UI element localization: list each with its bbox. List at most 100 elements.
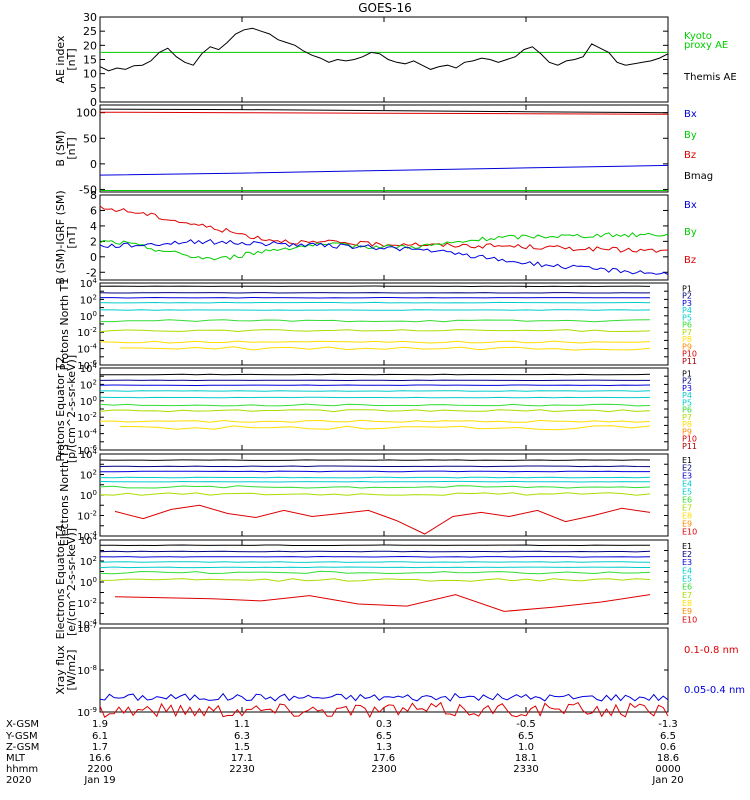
legend: Bx By Bz Bmag (684, 109, 713, 182)
flux-line-e6 (99, 485, 651, 489)
y-tick-label: 10-8 (77, 664, 97, 677)
legend-item: P8 (682, 420, 692, 429)
y-tick-label: 0 (90, 251, 97, 264)
legend-item: E6 (682, 496, 692, 505)
panel-bsm: -50 0 50 100 B (SM) [nT] Bx By Bz Bmag (54, 104, 713, 196)
time-axis-value: 2300 (371, 764, 396, 775)
flux-line-p3 (100, 296, 651, 299)
figure-title: GOES-16 (358, 1, 412, 15)
flux-line-p6 (100, 319, 651, 323)
legend-bmag: Bmag (684, 171, 713, 182)
time-axis-value: -1.3 (658, 719, 678, 730)
panel-bdiff: -2 0 2 4 6 8 B (SM)-IGRF (SM) [nT] Bx By Bz (54, 189, 697, 285)
flux-line-e7 (99, 492, 651, 496)
y-tick-label: 20 (83, 39, 97, 52)
legend-item: P7 (682, 328, 692, 337)
y-axis-label: [e/(cm^2-s-sr-keV)] (65, 528, 78, 636)
legend-item: E8 (682, 512, 692, 521)
flux-line-p5 (100, 309, 651, 311)
y-tick-label: 2 (90, 235, 97, 248)
y-tick-label: 10-9 (77, 706, 97, 719)
legend-by: By (684, 227, 697, 238)
y-tick-label: 100 (80, 489, 97, 502)
legend-item: P10 (682, 435, 697, 444)
time-axis-value: 0000 (655, 764, 680, 775)
time-axis-value: 17.1 (231, 753, 253, 764)
flux-line-p4 (100, 390, 651, 392)
series-xray-short (99, 692, 669, 702)
legend-item: P10 (682, 350, 697, 359)
time-axis-value: 1.7 (92, 742, 108, 753)
y-tick-label: 100 (80, 395, 97, 408)
panel-frame (99, 539, 669, 625)
y-axis-label: [nT] (65, 226, 78, 248)
legend-item: P3 (682, 384, 692, 393)
y-axis-label: B (SM)-IGRF (SM) (54, 190, 67, 284)
y-tick-label: 104 (80, 362, 98, 375)
y-tick-label: 10-7 (77, 622, 97, 635)
y-tick-label: 15 (83, 54, 97, 67)
y-axis-label: [p/(cm^2-s-sr-keV)] (65, 355, 78, 463)
legend-item: E2 (682, 550, 692, 559)
time-axis-value: 16.6 (89, 753, 111, 764)
legend-0-05-0-4-nm: 0.05-0.4 nm (684, 685, 745, 696)
y-tick-label: 30 (83, 11, 97, 24)
y-axis-label: B (SM) (54, 130, 67, 166)
time-axis-value: 6.1 (92, 731, 108, 742)
flux-line-e3 (100, 470, 650, 473)
legend-themis-ae: Themis AE (683, 72, 737, 83)
legend-item: P4 (682, 306, 692, 315)
flux-line-e3 (99, 555, 651, 558)
y-tick-label: 50 (83, 132, 97, 145)
flux-line-p7 (99, 329, 651, 333)
time-axis-value: 17.6 (373, 753, 395, 764)
flux-line-noisy (114, 504, 651, 535)
time-axis-value: 6.5 (660, 731, 676, 742)
y-tick-label: 4 (90, 220, 97, 233)
flux-line-e5 (99, 566, 650, 569)
panel-frame (99, 16, 669, 103)
y-tick-label: 102 (80, 469, 97, 482)
y-tick-label: 6 (90, 204, 97, 217)
flux-line-sparse (119, 425, 651, 431)
legend-item: P7 (682, 413, 692, 422)
flux-line-p3 (99, 384, 651, 387)
legend-item: E10 (682, 615, 697, 624)
time-axis-value: 6.3 (234, 731, 250, 742)
flux-line-e4 (99, 476, 651, 479)
time-axis-row-label: X-GSM (6, 719, 39, 730)
y-tick-label: -50 (79, 183, 97, 196)
time-axis-value: 18.6 (657, 753, 679, 764)
flux-line-e2 (99, 550, 651, 553)
legend-item: E5 (682, 488, 692, 497)
legend-bx: Bx (684, 200, 697, 211)
y-axis-label: [nT] (65, 48, 78, 70)
y-tick-label: 10-2 (77, 597, 97, 610)
legend-bz: Bz (684, 255, 696, 266)
legend-item: E1 (682, 542, 692, 551)
time-axis-value: 18.1 (515, 753, 537, 764)
series-bx (99, 164, 669, 176)
time-axis-value: 0.3 (376, 719, 392, 730)
time-axis-row-label: Z-GSM (6, 742, 39, 753)
legend-item: P6 (682, 406, 692, 415)
legend-item: E8 (682, 599, 692, 608)
legend-item: P11 (682, 357, 697, 366)
legend-item: E3 (682, 472, 692, 481)
flux-line-noisy (114, 594, 651, 612)
y-axis-label: Electrons North T3 (58, 444, 71, 546)
legend-item: E7 (682, 504, 692, 513)
time-axis-value: 0.6 (660, 742, 676, 753)
y-axis-label: AE index (54, 35, 67, 84)
legend-item: P3 (682, 299, 692, 308)
y-tick-label: 25 (83, 25, 97, 38)
